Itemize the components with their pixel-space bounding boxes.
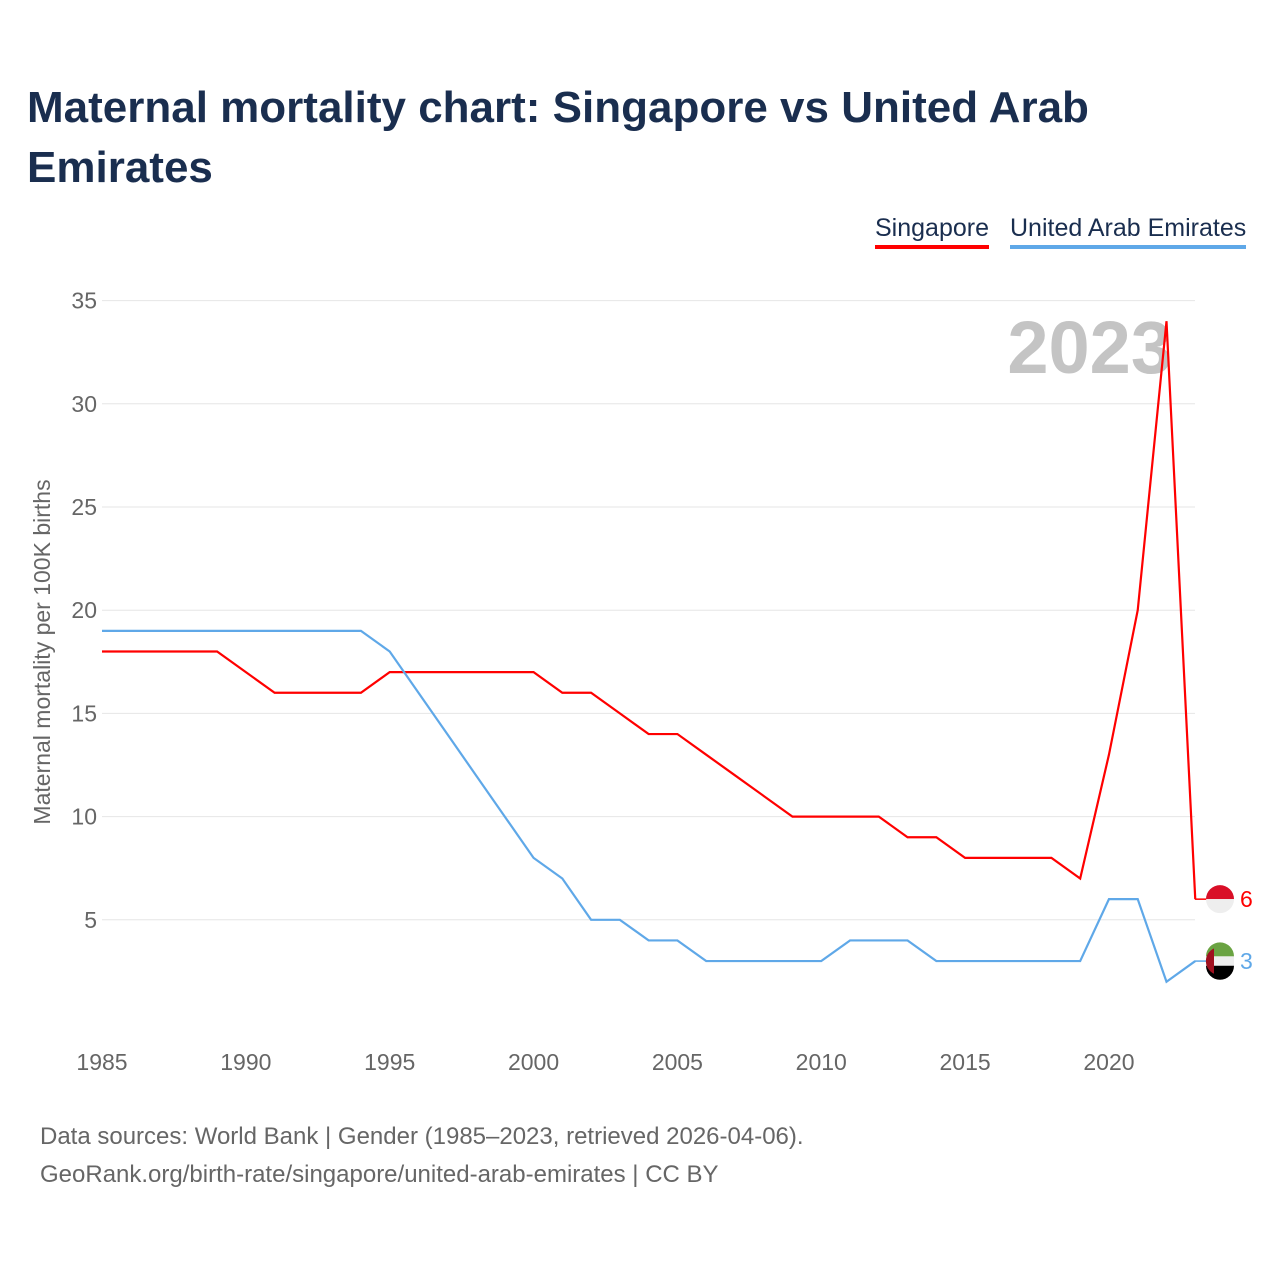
singapore-flag-icon (1206, 899, 1234, 914)
year-watermark: 2023 (1007, 306, 1172, 389)
x-tick-label: 2005 (652, 1049, 703, 1075)
y-tick-label: 10 (71, 804, 97, 830)
x-tick-label: 2000 (508, 1049, 559, 1075)
y-tick-label: 35 (71, 288, 97, 314)
y-tick-label: 20 (71, 597, 97, 623)
legend-singapore[interactable]: Singapore (875, 214, 989, 249)
x-tick-label: 1985 (76, 1049, 127, 1075)
x-tick-label: 1990 (220, 1049, 271, 1075)
footer: Data sources: World Bank | Gender (1985–… (40, 1118, 804, 1194)
x-tick-label: 1995 (364, 1049, 415, 1075)
legend-uae[interactable]: United Arab Emirates (1010, 214, 1247, 249)
end-value-label: 6 (1240, 886, 1253, 912)
x-tick-label: 2020 (1083, 1049, 1134, 1075)
chart-title: Maternal mortality chart: Singapore vs U… (27, 83, 1089, 192)
series-line-uae (102, 629, 1196, 984)
y-tick-label: 30 (71, 391, 97, 417)
y-tick-label: 25 (71, 494, 97, 520)
footer-sources: Data sources: World Bank | Gender (1985–… (40, 1123, 804, 1150)
uae-flag-icon (1205, 948, 1214, 974)
footer-link[interactable]: GeoRank.org/birth-rate/singapore/united-… (40, 1161, 719, 1188)
x-tick-label: 2010 (796, 1049, 847, 1075)
end-value-label: 3 (1240, 948, 1253, 974)
uae-flag-icon (1206, 956, 1234, 966)
y-tick-label: 15 (71, 700, 97, 726)
y-tick-label: 5 (84, 907, 97, 933)
y-axis-label: Maternal mortality per 100K births (29, 479, 55, 824)
x-tick-label: 2015 (940, 1049, 991, 1075)
singapore-flag-icon (1206, 885, 1234, 900)
series-line-singapore (102, 321, 1197, 900)
